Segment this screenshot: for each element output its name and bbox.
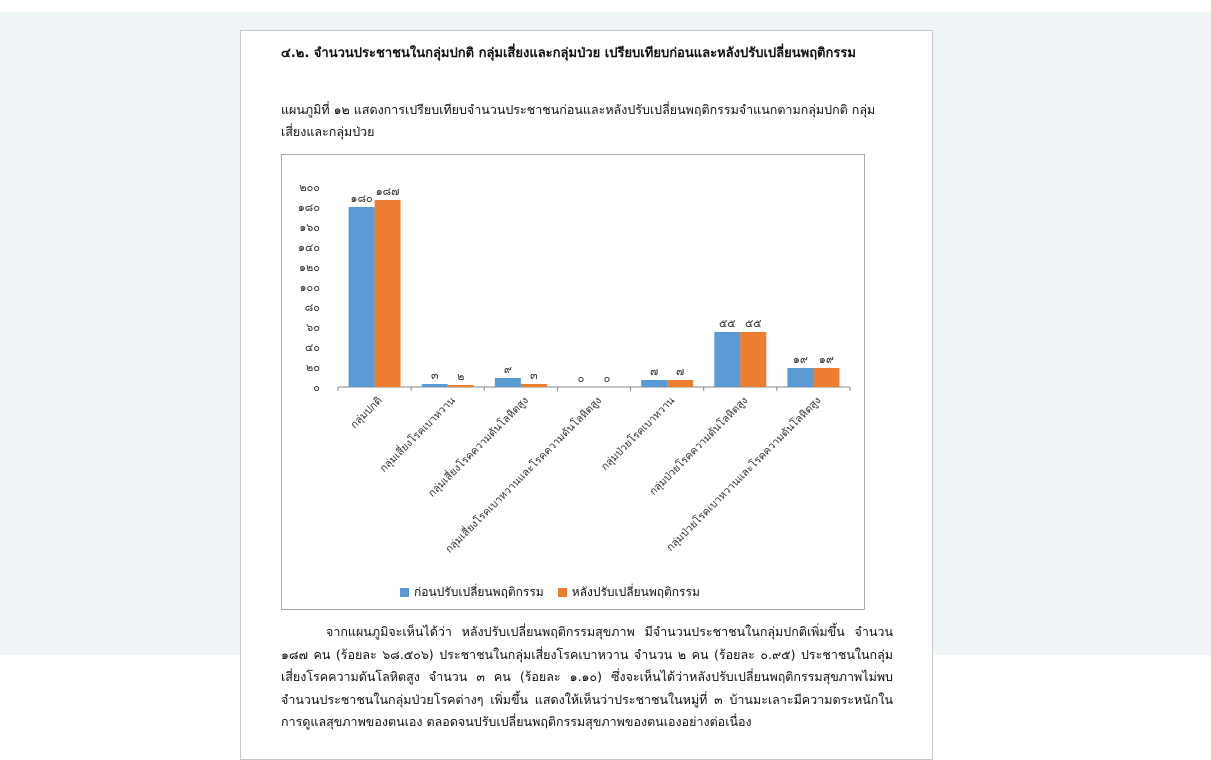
legend-item-before: ก่อนปรับเปลี่ยนพฤติกรรม (400, 583, 544, 602)
bar-before (714, 332, 741, 387)
bar-before (787, 368, 814, 387)
bar-after (447, 385, 474, 387)
data-label: ๗ (650, 365, 658, 378)
x-category-label: กลุ่มเสี่ยงโรคเบาหวาน (376, 393, 458, 475)
x-category-label: กลุ่มปกติ (348, 395, 385, 432)
x-category-label: กลุ่มเสี่ยงโรคเบาหวานและโรคความดันโลหิตส… (442, 393, 604, 555)
y-tick-label: ๖๐ (306, 321, 320, 334)
y-tick-label: ๒๐ (306, 361, 320, 374)
chart-legend: ก่อนปรับเปลี่ยนพฤติกรรม หลังปรับเปลี่ยนพ… (400, 583, 714, 602)
document-page: ๔.๒. จำนวนประชาชนในกลุ่มปกติ กลุ่มเสี่ยง… (240, 30, 933, 760)
data-label: ๑๘๐ (350, 192, 372, 205)
section-heading: ๔.๒. จำนวนประชาชนในกลุ่มปกติ กลุ่มเสี่ยง… (281, 46, 856, 61)
bar-before (494, 378, 521, 387)
data-label: ๗ (676, 365, 684, 378)
data-label: ๕๕ (745, 317, 762, 330)
y-tick-label: ๑๐๐ (300, 281, 320, 294)
data-label: ๕๕ (719, 317, 736, 330)
bar-chart: ๐๒๐๔๐๖๐๘๐๑๐๐๑๒๐๑๔๐๑๖๐๑๘๐๒๐๐๑๘๐๑๘๗กลุ่มปก… (298, 181, 851, 556)
chart-caption: แผนภูมิที่ ๑๒ แสดงการเปรียบเทียบจำนวนประ… (281, 102, 876, 139)
data-label: ๐ (578, 372, 585, 385)
bar-before (421, 384, 448, 387)
data-label: ๒ (457, 370, 464, 383)
y-tick-label: ๑๔๐ (298, 241, 320, 254)
data-label: ๐ (604, 372, 611, 385)
legend-swatch-after (557, 588, 567, 597)
y-tick-label: ๔๐ (305, 341, 320, 354)
x-category-label: กลุ่มป่วยโรคเบาหวานและโรคความดันโลหิตสูง (664, 394, 824, 554)
bar-after (667, 380, 694, 387)
bar-after (740, 332, 767, 387)
bar-after (813, 368, 840, 387)
y-tick-label: ๑๒๐ (299, 261, 320, 274)
body-paragraph: จากแผนภูมิจะเห็นได้ว่า หลังปรับเปลี่ยนพฤ… (281, 624, 893, 729)
chart-frame: ๐๒๐ ๔๐ ๖๐ ๘๐ ๑๐๐ ๑๒๐ ๑๔๐ ๑๖๐ ๑๘๐ ๒๐๐ ๑๘๐ ๑๘๗ กลุ่มปก… (281, 154, 865, 610)
x-category-label: กลุ่มป่วยโรคเบาหวาน (598, 394, 677, 473)
data-label: ๓ (530, 369, 538, 382)
data-label: ๑๙ (819, 353, 834, 366)
data-label: ๓ (431, 369, 439, 382)
legend-label-before: ก่อนปรับเปลี่ยนพฤติกรรม (414, 585, 544, 599)
bar-before (348, 207, 375, 387)
bar-before (641, 380, 668, 387)
y-tick-label: ๐ (313, 381, 320, 394)
legend-swatch-before (400, 588, 409, 597)
data-label: ๙ (504, 363, 512, 376)
y-tick-label: ๑๖๐ (299, 221, 320, 234)
legend-label-after: หลังปรับเปลี่ยนพฤติกรรม (571, 585, 700, 599)
legend-item-after: หลังปรับเปลี่ยนพฤติกรรม (557, 583, 700, 602)
data-label: ๑๘๗ (376, 185, 400, 198)
bar-after (520, 384, 547, 387)
y-tick-label: ๑๘๐ (298, 201, 320, 214)
y-tick-label: ๒๐๐ (299, 181, 320, 194)
y-tick-label: ๘๐ (305, 301, 320, 314)
data-label: ๑๙ (793, 353, 808, 366)
bar-after (374, 200, 401, 387)
